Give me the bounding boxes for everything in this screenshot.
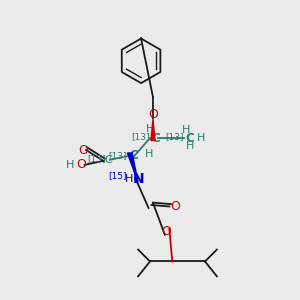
Text: O: O — [170, 200, 180, 213]
Text: C: C — [104, 155, 112, 165]
Text: N: N — [133, 172, 145, 186]
Text: O: O — [77, 158, 87, 171]
Text: O: O — [148, 108, 158, 122]
Text: O: O — [78, 143, 88, 157]
Text: H: H — [125, 174, 134, 184]
Text: [13]: [13] — [109, 151, 127, 160]
Text: C: C — [152, 132, 160, 145]
Text: [13]: [13] — [131, 132, 150, 141]
Text: H: H — [146, 124, 154, 134]
Text: O: O — [161, 225, 171, 238]
Polygon shape — [128, 153, 138, 183]
Text: H: H — [66, 160, 74, 170]
Text: H: H — [145, 149, 153, 160]
Polygon shape — [151, 119, 155, 140]
Text: [13]: [13] — [165, 132, 184, 141]
Text: C: C — [186, 132, 194, 145]
Text: H: H — [197, 133, 206, 143]
Text: [13]: [13] — [87, 154, 106, 164]
Text: H: H — [186, 141, 194, 152]
Text: H: H — [182, 125, 190, 135]
Text: C: C — [130, 149, 139, 162]
Text: [15]: [15] — [108, 171, 127, 180]
